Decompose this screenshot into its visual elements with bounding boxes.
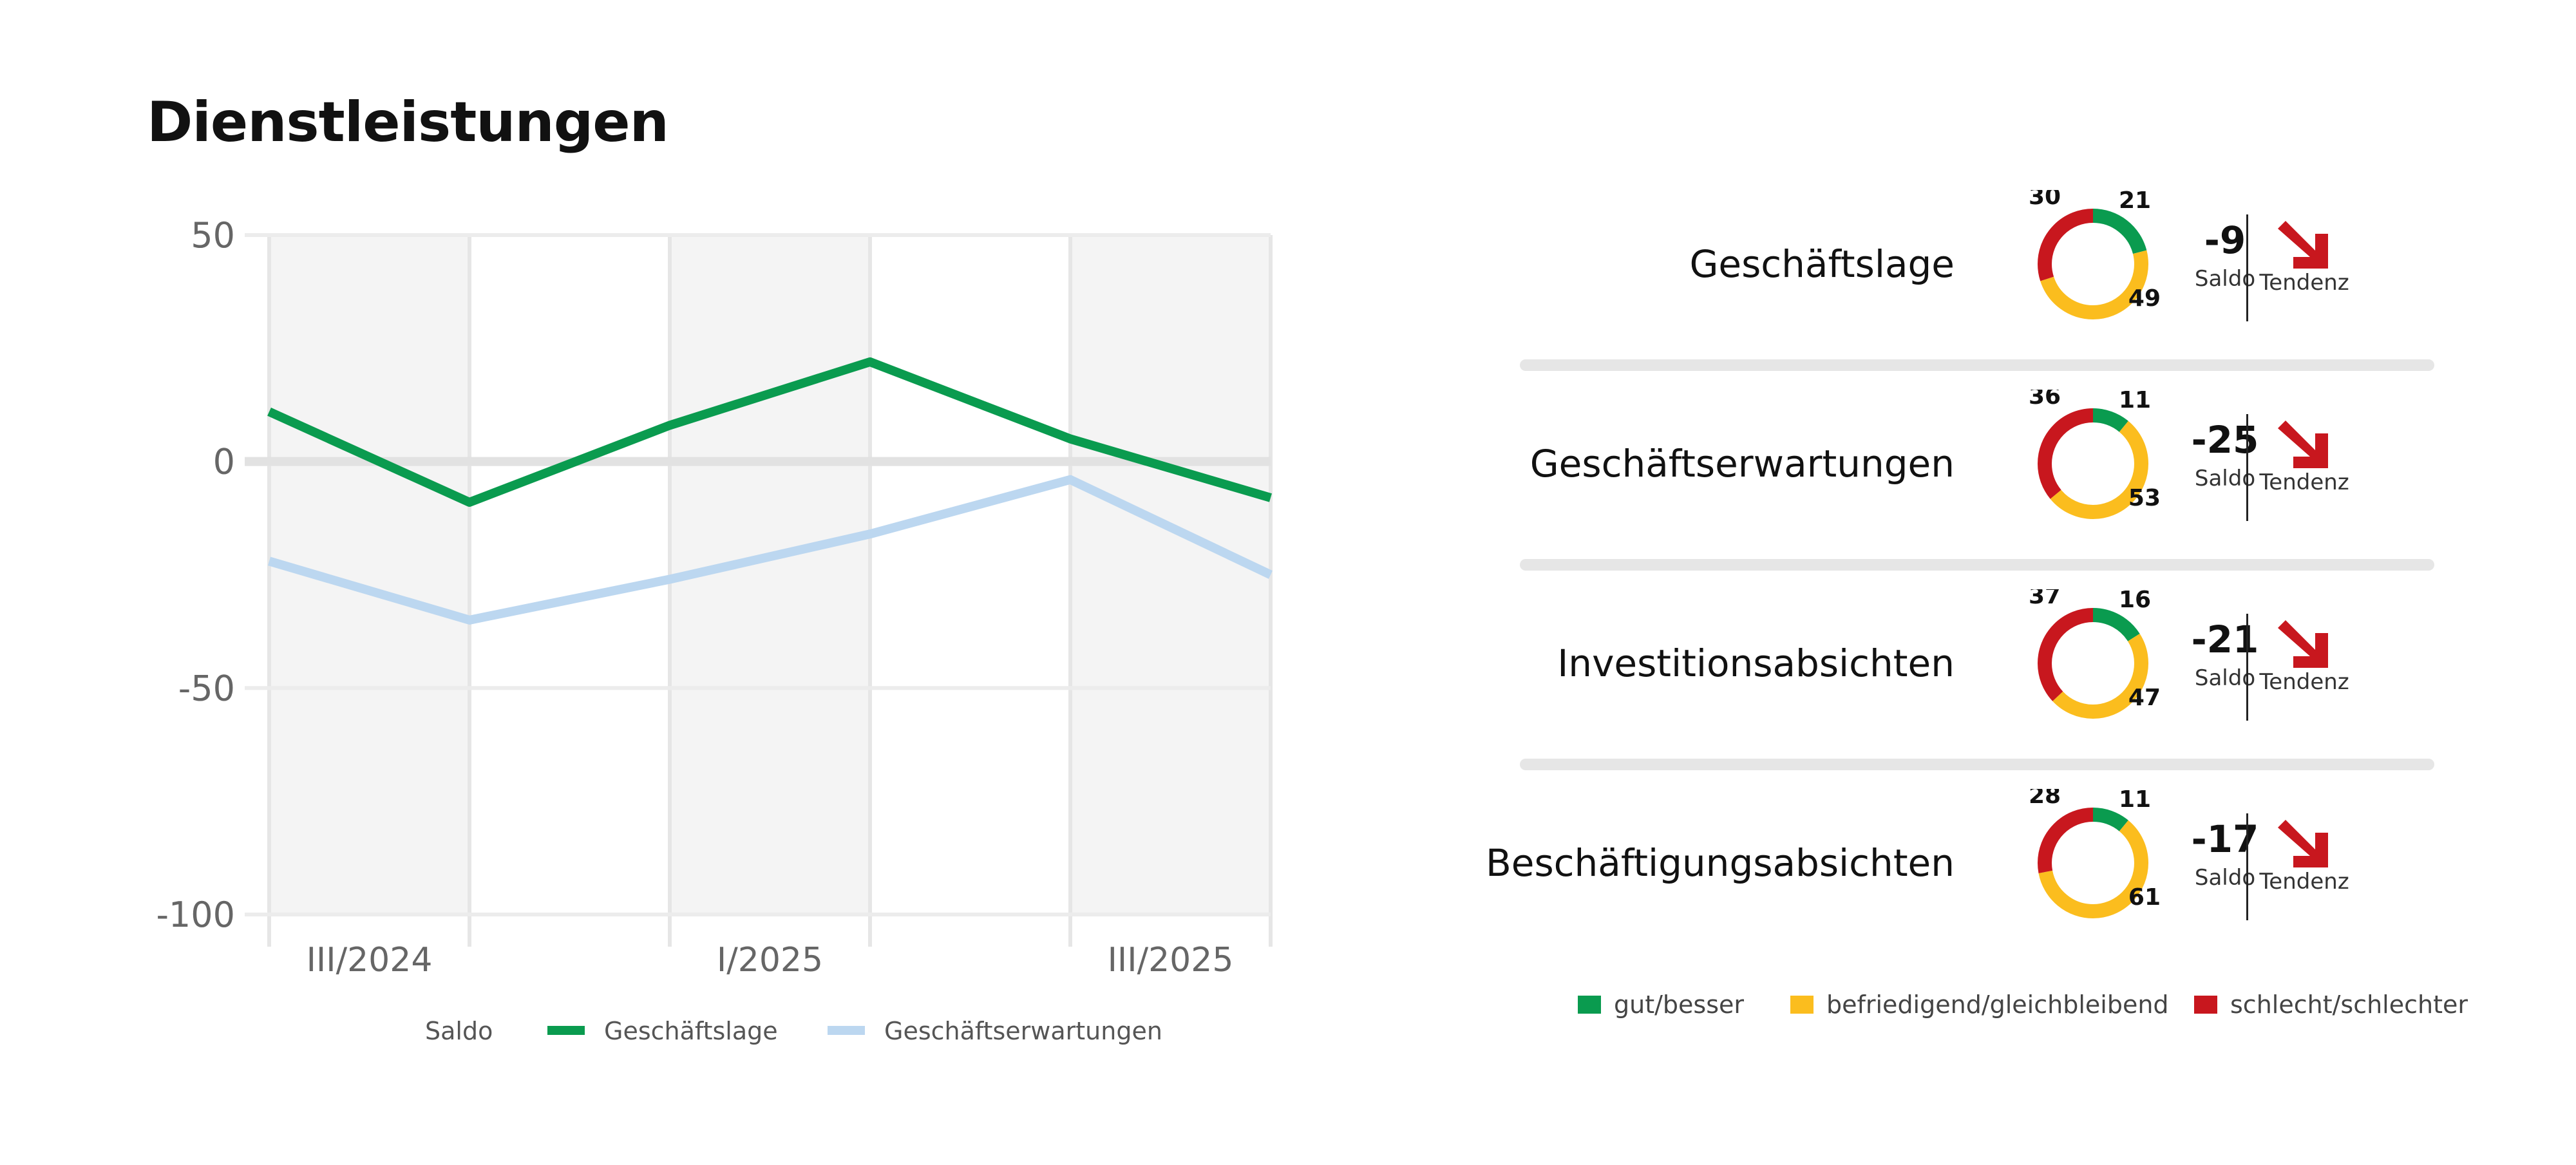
row-separator: [1520, 759, 2434, 770]
plot-band: [269, 235, 469, 914]
arrow-down-right-icon: [2278, 620, 2328, 668]
legend-label-schlecht: schlecht/schlechter: [2230, 990, 2468, 1019]
indicator-label: Beschäftigungsabsichten: [1485, 841, 1955, 885]
donut-label-schlecht: 30: [2029, 190, 2061, 210]
indicator-label: Geschäftserwartungen: [1530, 442, 1955, 486]
saldo-label: Saldo: [2194, 665, 2256, 691]
indicator-row: Investitionsabsichten 16 37 47 -21 Saldo Tende…: [1520, 589, 2434, 737]
x-tick-label: III/2024: [307, 941, 433, 980]
donut-label-schlecht: 36: [2029, 390, 2061, 410]
donut-label-befriedigend: 49: [2128, 285, 2161, 312]
arrow-shape: [2278, 620, 2328, 668]
legend-item-befriedigend: befriedigend/gleichbleibend: [1790, 990, 2169, 1019]
saldo-label: Saldo: [2194, 466, 2256, 491]
donut-slice-befriedigend: [2038, 408, 2148, 519]
saldo-value: -17: [2191, 817, 2259, 861]
y-tick-label: -50: [178, 668, 235, 708]
saldo-label: Saldo: [2194, 266, 2256, 292]
y-tick-label: 50: [191, 215, 235, 256]
x-tick-label: I/2025: [717, 941, 823, 980]
donut-slice-schlecht: [2038, 808, 2148, 918]
series-line-Geschäftserwartungen: [268, 475, 1273, 625]
y-tick-label: 0: [213, 442, 235, 482]
donut-slice-schlecht: [2038, 608, 2148, 719]
donut-chart: 11 36 53: [2029, 390, 2161, 519]
arrow-down-right-icon: [2278, 820, 2328, 867]
legend-label-befriedigend: befriedigend/gleichbleibend: [1826, 990, 2169, 1019]
donut-chart: 11 28 61: [2029, 789, 2161, 918]
donut-label-gut: 11: [2119, 789, 2151, 813]
legend-label-gut: gut/besser: [1614, 990, 1745, 1019]
row-separator: [1520, 359, 2434, 371]
indicator-row: Geschäftserwartungen 11 36 53 -25 Saldo Tenden…: [1520, 390, 2434, 538]
saldo-value: -9: [2204, 218, 2246, 262]
indicator-row: Beschäftigungsabsichten 11 28 61 -17 Saldo Ten…: [1486, 789, 2434, 937]
arrow-down-right-icon: [2278, 421, 2328, 468]
donut-chart: 16 37 47: [2029, 589, 2161, 719]
donut-label-gut: 21: [2119, 190, 2151, 214]
saldo-divider: [2246, 813, 2248, 920]
y-tick-label: -100: [156, 895, 235, 935]
legend-label: Geschäftslage: [604, 1017, 778, 1045]
tendenz-label: Tendenz: [2259, 469, 2349, 495]
donut-label-befriedigend: 47: [2128, 685, 2161, 711]
x-tick-label: III/2025: [1108, 941, 1234, 980]
donut-label-schlecht: 37: [2029, 589, 2061, 609]
donut-label-gut: 11: [2119, 390, 2151, 413]
saldo-label: Saldo: [2194, 865, 2256, 891]
saldo-divider: [2246, 414, 2248, 521]
donut-slice-schlecht: [2038, 209, 2148, 319]
saldo-divider: [2246, 214, 2248, 321]
tendenz-label: Tendenz: [2259, 869, 2349, 895]
donut-label-gut: 16: [2119, 589, 2151, 613]
series-line-Geschäftslage: [267, 357, 1272, 507]
row-separator: [1520, 559, 2434, 571]
page-title: Dienstleistungen: [147, 90, 669, 155]
arrow-shape: [2278, 820, 2328, 867]
tendenz-label: Tendenz: [2259, 270, 2349, 296]
line-chart: 50 0 -50 -100 III/2024 I/2025 III/2025 Saldo Ges…: [156, 215, 1273, 1045]
donut-label-schlecht: 28: [2029, 789, 2061, 809]
donut-chart: 21 30 49: [2029, 190, 2161, 319]
tendenz-label: Tendenz: [2259, 669, 2349, 695]
arrow-down-right-icon: [2278, 221, 2328, 269]
indicator-label: Geschäftslage: [1689, 242, 1955, 286]
donut-slice-befriedigend: [2038, 608, 2148, 719]
indicator-label: Investitionsabsichten: [1557, 641, 1955, 685]
indicator-row: Geschäftslage 21 30 49 -9 Saldo Tendenz: [1520, 190, 2434, 338]
saldo-divider: [2246, 614, 2248, 721]
saldo-value: -25: [2191, 418, 2259, 462]
legend-item-gut: gut/besser: [1578, 990, 1744, 1019]
donut-slice-befriedigend: [2038, 808, 2148, 918]
donut-slice-schlecht: [2038, 408, 2148, 519]
arrow-shape: [2278, 421, 2328, 468]
plot-band: [1070, 235, 1271, 914]
legend-swatch-schlecht: [2194, 996, 2217, 1014]
legend-item-schlecht: schlecht/schlechter: [2194, 990, 2468, 1019]
legend-swatch-befriedigend: [1790, 996, 1814, 1014]
donut-label-befriedigend: 53: [2128, 485, 2161, 511]
legend-title: Saldo: [425, 1017, 493, 1045]
arrow-shape: [2278, 221, 2328, 269]
legend-label: Geschäftserwartungen: [884, 1017, 1162, 1045]
legend-swatch-gut: [1578, 996, 1601, 1014]
saldo-value: -21: [2191, 618, 2259, 661]
donut-slice-befriedigend: [2038, 209, 2148, 319]
donut-label-befriedigend: 61: [2128, 884, 2161, 911]
